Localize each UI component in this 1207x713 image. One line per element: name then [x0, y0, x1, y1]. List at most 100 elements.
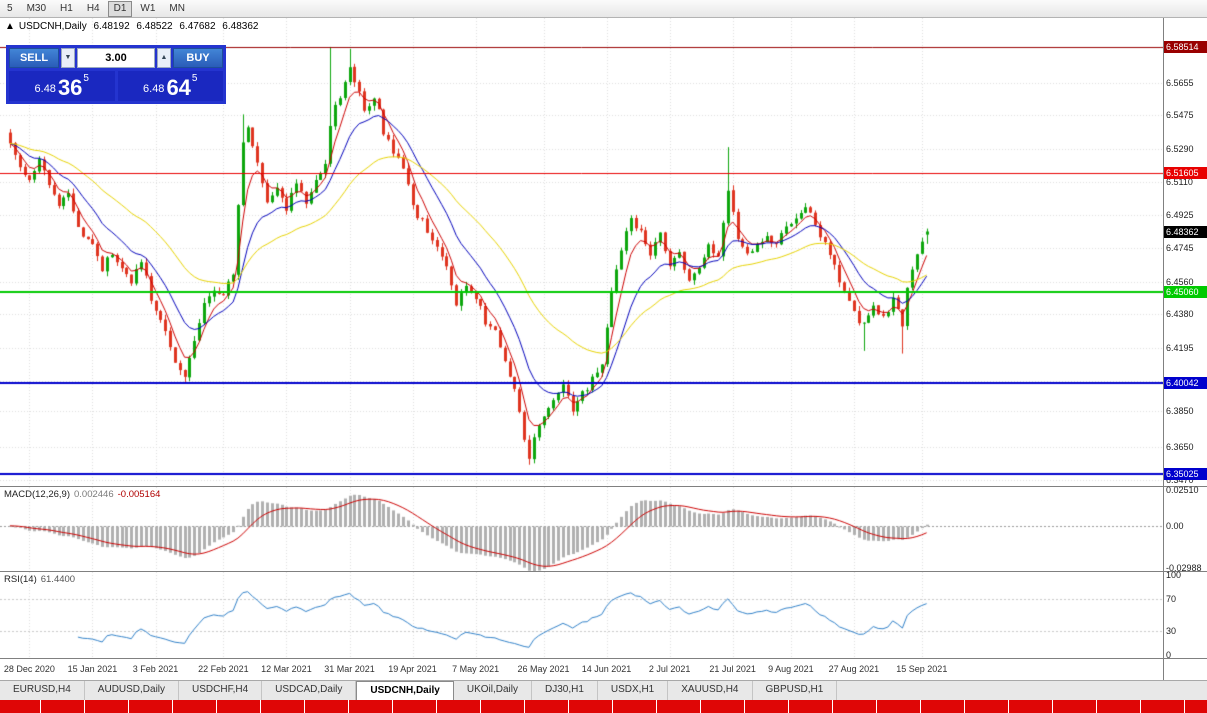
chart-tab-gbpusd-h1[interactable]: GBPUSD,H1	[753, 681, 838, 700]
sell-price-prefix: 6.48	[34, 83, 56, 95]
ohlc-close: 6.48362	[222, 21, 259, 32]
macd-axis-label: 0.00	[1166, 520, 1184, 531]
buy-price-big: 64	[166, 75, 191, 100]
time-axis-label: 3 Feb 2021	[132, 664, 179, 674]
price-level-badge-6-45060: 6.45060	[1164, 285, 1207, 298]
time-axis-label: 15 Jan 2021	[67, 664, 118, 674]
macd-axis-label: -0.02988	[1166, 563, 1202, 573]
price-tick-label: 6.4925	[1166, 210, 1194, 221]
price-tick-label: 6.4195	[1166, 343, 1194, 354]
sell-button[interactable]: SELL	[9, 48, 59, 68]
time-axis-label: 12 Mar 2021	[261, 664, 312, 674]
sell-price-display[interactable]: 6.48 36 5	[9, 71, 115, 101]
price-level-badge-6-58514: 6.58514	[1164, 40, 1207, 53]
rsi-axis-label: 30	[1166, 626, 1177, 636]
timeframe-button-m30[interactable]: M30	[26, 2, 47, 14]
time-axis-label: 21 Jul 2021	[709, 664, 756, 674]
time-axis-label: 26 May 2021	[517, 664, 570, 674]
macd-signal-value: -0.005164	[117, 489, 161, 500]
chart-tab-xauusd-h4[interactable]: XAUUSD,H4	[668, 681, 753, 700]
ohlc-open: 6.48192	[93, 21, 130, 32]
time-axis-label: 14 Jun 2021	[581, 664, 632, 674]
rsi-axis-label: 70	[1166, 594, 1177, 604]
price-tick-label: 6.4745	[1166, 243, 1194, 254]
price-level-badge-6-51605: 6.51605	[1164, 166, 1207, 179]
price-tick-label: 6.5655	[1166, 77, 1194, 88]
time-axis-label: 9 Aug 2021	[768, 664, 814, 674]
main-price-panel: ▲ USDCNH,Daily 6.48192 6.48522 6.47682 6.…	[0, 18, 1163, 486]
price-tick-label: 6.3850	[1166, 405, 1194, 416]
trade-prices-row: 6.48 36 5 6.48 64 5	[9, 71, 223, 101]
timeframe-button-h1[interactable]: H1	[60, 2, 73, 14]
chart-tab-usdcad-daily[interactable]: USDCAD,Daily	[262, 681, 357, 700]
macd-name: MACD(12,26,9)	[4, 489, 70, 500]
chart-tab-usdchf-h4[interactable]: USDCHF,H4	[179, 681, 263, 700]
price-tick-label: 6.4560	[1166, 276, 1194, 287]
volume-up-button[interactable]: ▲	[157, 48, 171, 68]
time-axis-label: 28 Dec 2020	[3, 664, 55, 674]
timeframe-toolbar: 5 M30 H1 H4 D1 W1 MN	[0, 0, 1207, 18]
chart-tab-eurusd-h4[interactable]: EURUSD,H4	[0, 681, 85, 700]
chart-tab-ukoil-daily[interactable]: UKOil,Daily	[454, 681, 532, 700]
time-axis-label: 2 Jul 2021	[648, 664, 691, 674]
chart-title-ohlc: ▲ USDCNH,Daily 6.48192 6.48522 6.47682 6.…	[5, 21, 262, 32]
price-level-badge-6-48362: 6.48362	[1164, 225, 1207, 238]
buy-price-display[interactable]: 6.48 64 5	[117, 71, 223, 101]
timeframe-button-w1[interactable]: W1	[140, 2, 156, 14]
time-axis-label: 15 Sep 2021	[896, 664, 948, 674]
chart-panels: ▲ USDCNH,Daily 6.48192 6.48522 6.47682 6.…	[0, 18, 1163, 680]
buy-button[interactable]: BUY	[173, 48, 223, 68]
price-level-badge-6-40042: 6.40042	[1164, 376, 1207, 389]
chart-symbol-label: USDCNH,Daily	[18, 21, 87, 32]
price-tick-label: 6.5475	[1166, 110, 1194, 121]
sell-price-sup: 5	[83, 73, 89, 84]
price-tick-label: 6.3650	[1166, 442, 1194, 453]
time-axis-label: 31 Mar 2021	[324, 664, 375, 674]
time-axis-label: 27 Aug 2021	[828, 664, 880, 674]
macd-header: MACD(12,26,9) 0.002446 -0.005164	[4, 489, 164, 500]
rsi-canvas[interactable]	[0, 572, 1163, 658]
price-tick-label: 6.4380	[1166, 309, 1194, 320]
rsi-value: 61.4400	[40, 574, 76, 585]
chart-tabs-bar: EURUSD,H4 AUDUSD,Daily USDCHF,H4 USDCAD,Dai…	[0, 680, 1207, 700]
ohlc-low: 6.47682	[179, 21, 216, 32]
chart-tab-audusd-daily[interactable]: AUDUSD,Daily	[85, 681, 180, 700]
timeframe-button-h4[interactable]: H4	[86, 2, 100, 14]
timeframe-button-5[interactable]: 5	[7, 2, 13, 14]
rsi-name: RSI(14)	[4, 574, 37, 585]
chart-tab-dj30-h1[interactable]: DJ30,H1	[532, 681, 598, 700]
trade-controls-row: SELL ▼ ▲ BUY	[9, 48, 223, 68]
rsi-panel: RSI(14) 61.4400	[0, 571, 1163, 658]
buy-price-prefix: 6.48	[143, 83, 165, 95]
volume-down-button[interactable]: ▼	[61, 48, 75, 68]
macd-canvas[interactable]	[0, 487, 1163, 571]
ohlc-high: 6.48522	[136, 21, 173, 32]
rsi-axis-label: 100	[1166, 570, 1182, 580]
chart-tab-usdx-h1[interactable]: USDX,H1	[598, 681, 669, 700]
volume-input[interactable]	[77, 48, 155, 68]
chart-window: ▲ USDCNH,Daily 6.48192 6.48522 6.47682 6.…	[0, 18, 1207, 680]
time-axis-label: 7 May 2021	[452, 664, 500, 674]
chart-tab-usdcnh-daily[interactable]: USDCNH,Daily	[356, 681, 454, 700]
rsi-header: RSI(14) 61.4400	[4, 574, 79, 585]
timeframe-button-mn[interactable]: MN	[169, 2, 185, 14]
time-axis[interactable]: 28 Dec 2020 15 Jan 2021 3 Feb 2021 22 Feb 2…	[0, 658, 1163, 680]
taskbar-strip	[0, 700, 1207, 713]
sell-price-big: 36	[57, 75, 83, 100]
time-axis-label: 22 Feb 2021	[198, 664, 249, 674]
panel-divider	[1164, 486, 1207, 487]
panel-divider	[1164, 571, 1207, 572]
macd-panel: MACD(12,26,9) 0.002446 -0.005164	[0, 486, 1163, 571]
symbol-tree-arrow-icon: ▲	[5, 21, 15, 32]
panel-divider	[1164, 658, 1207, 659]
buy-price-sup: 5	[191, 73, 198, 84]
price-tick-label: 6.5290	[1166, 143, 1194, 154]
timeframe-button-d1[interactable]: D1	[107, 0, 133, 17]
price-scale[interactable]: 6.5655 6.5475 6.5290 6.5110 6.4925 6.4745 6.45…	[1163, 18, 1207, 680]
price-level-badge-6-35025: 6.35025	[1164, 468, 1207, 481]
macd-main-value: 0.002446	[74, 489, 114, 500]
price-tick-label: 6.5110	[1166, 176, 1193, 187]
macd-axis-label: 0.02510	[1166, 485, 1199, 496]
